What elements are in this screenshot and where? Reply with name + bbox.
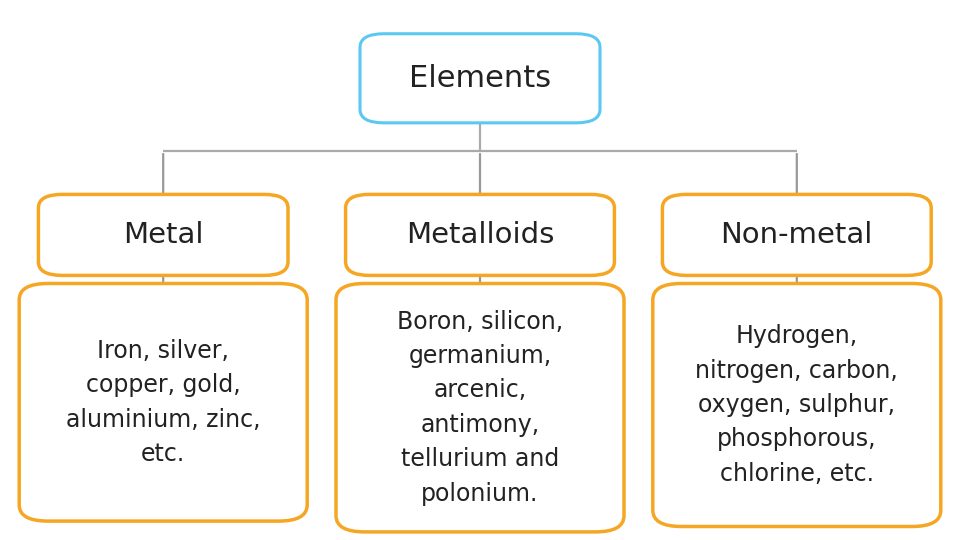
Text: Non-metal: Non-metal: [721, 221, 873, 249]
Text: Boron, silicon,
germanium,
arcenic,
antimony,
tellurium and
polonium.: Boron, silicon, germanium, arcenic, anti…: [396, 309, 564, 506]
FancyBboxPatch shape: [38, 194, 288, 275]
Text: Iron, silver,
copper, gold,
aluminium, zinc,
etc.: Iron, silver, copper, gold, aluminium, z…: [66, 339, 260, 466]
Text: Hydrogen,
nitrogen, carbon,
oxygen, sulphur,
phosphorous,
chlorine, etc.: Hydrogen, nitrogen, carbon, oxygen, sulp…: [695, 324, 899, 486]
FancyBboxPatch shape: [19, 284, 307, 521]
Text: Elements: Elements: [409, 64, 551, 93]
FancyBboxPatch shape: [346, 194, 614, 275]
FancyBboxPatch shape: [360, 33, 600, 123]
Text: Metal: Metal: [123, 221, 204, 249]
Text: Metalloids: Metalloids: [406, 221, 554, 249]
FancyBboxPatch shape: [653, 284, 941, 526]
FancyBboxPatch shape: [662, 194, 931, 275]
FancyBboxPatch shape: [336, 284, 624, 532]
